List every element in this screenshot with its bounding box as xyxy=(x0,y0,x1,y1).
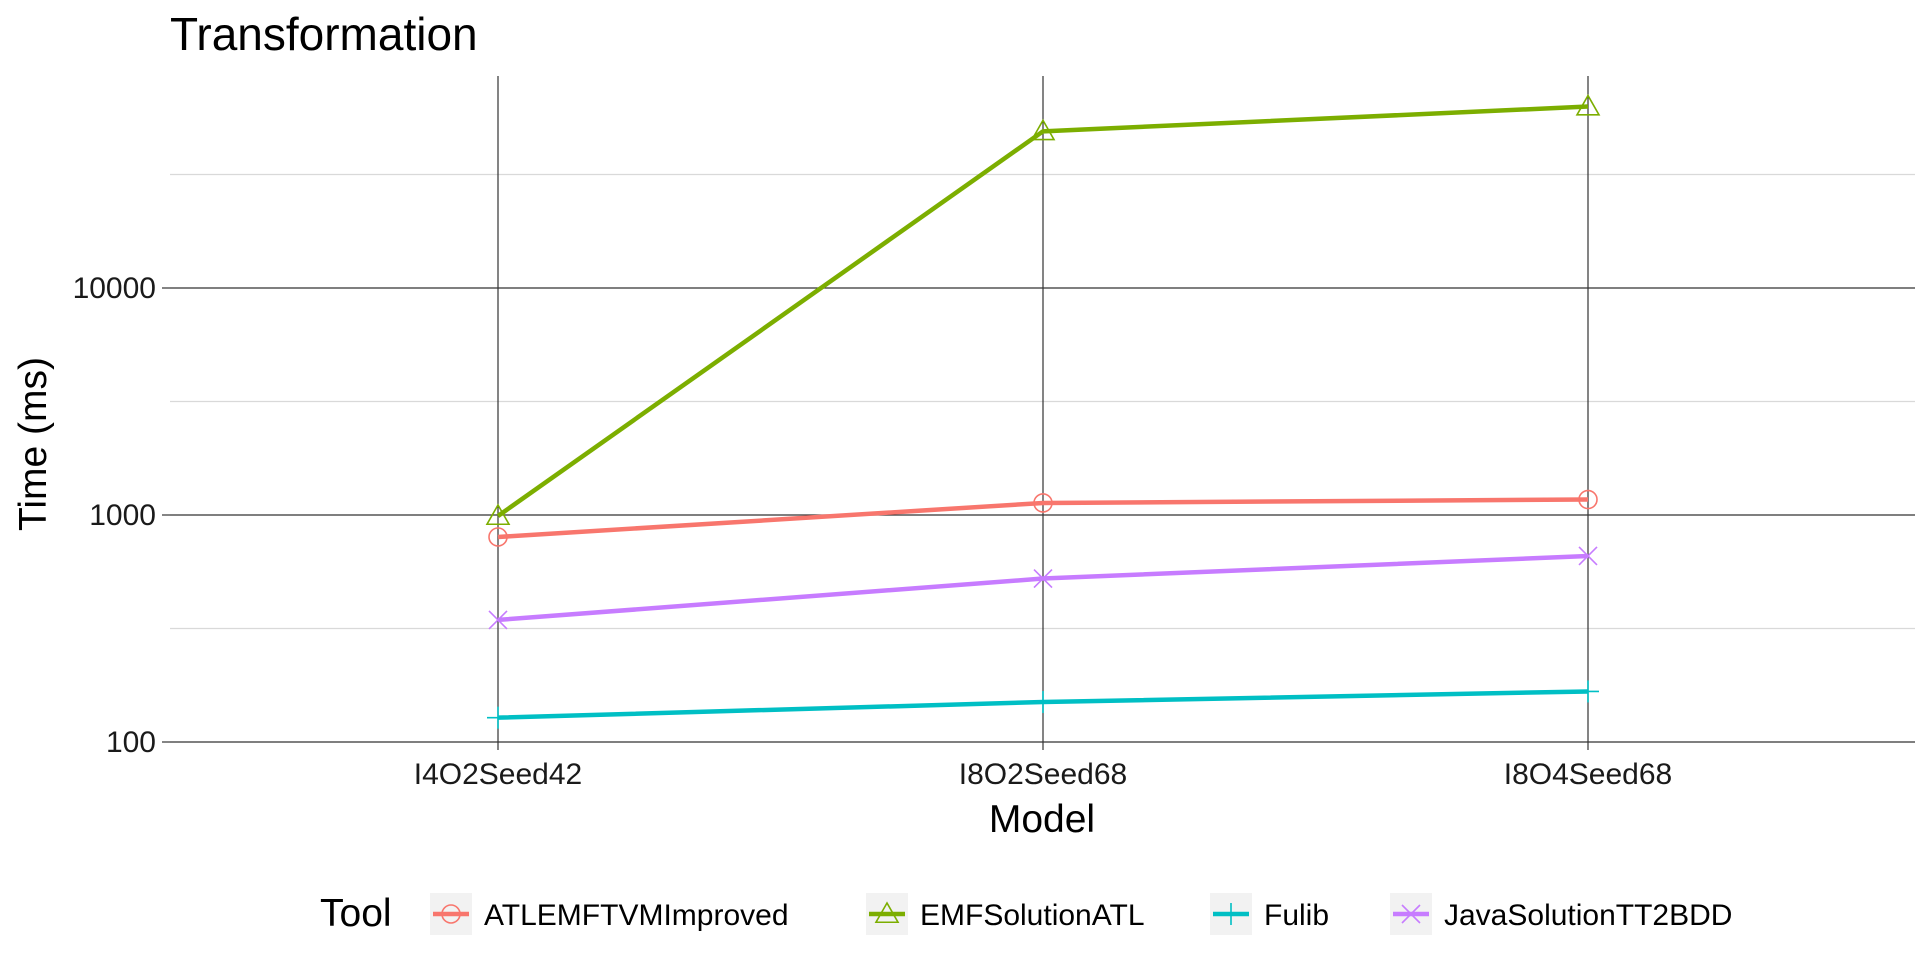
legend-key-marker xyxy=(1220,903,1242,925)
x-tick-label: I8O2Seed68 xyxy=(959,758,1127,791)
series-point xyxy=(1033,568,1053,589)
series-point xyxy=(1575,93,1601,116)
series-point xyxy=(1033,493,1053,513)
triangle-marker-shape xyxy=(485,503,511,526)
circle-marker-shape xyxy=(441,904,461,924)
y-tick-label: 10000 xyxy=(73,272,156,305)
circle-marker-shape xyxy=(488,527,508,547)
series-point xyxy=(487,706,509,729)
series-line xyxy=(496,104,1589,518)
cross-marker-b xyxy=(1033,568,1053,589)
series-point xyxy=(488,527,508,547)
series-line xyxy=(497,497,1589,540)
series-point xyxy=(1577,680,1599,703)
series-point xyxy=(1578,546,1598,566)
series-point xyxy=(1032,691,1054,714)
legend-label: EMFSolutionATL xyxy=(920,899,1145,932)
cross-marker-b xyxy=(488,610,508,630)
legend-label: JavaSolutionTT2BDD xyxy=(1444,899,1732,932)
legend-label: ATLEMFTVMImproved xyxy=(484,899,789,932)
legend-key-marker xyxy=(441,904,461,924)
x-tick-label: I4O2Seed42 xyxy=(414,758,582,791)
y-axis: 100 1000 10000 xyxy=(73,272,170,759)
legend-label: Fulib xyxy=(1264,899,1329,932)
y-tick-label: 1000 xyxy=(89,499,156,532)
circle-marker-shape xyxy=(1578,489,1598,510)
y-tick-label: 100 xyxy=(106,726,156,759)
legend-key-marker xyxy=(1401,904,1421,924)
series-point xyxy=(1030,118,1056,141)
legend: Tool ATLEMFTVMImproved EMFSolutionATL Fuli… xyxy=(320,892,1732,935)
series-point xyxy=(488,610,508,630)
series-point xyxy=(485,503,511,526)
triangle-marker-shape xyxy=(1030,118,1056,141)
series-point xyxy=(1578,489,1598,510)
triangle-marker-shape xyxy=(874,901,900,924)
x-axis: I4O2Seed42 I8O2Seed68 I8O4Seed68 xyxy=(414,742,1672,791)
legend-key-marker xyxy=(874,901,900,924)
y-axis-title: Time (ms) xyxy=(12,357,55,531)
cross-marker-b xyxy=(1578,546,1598,566)
circle-marker-shape xyxy=(1033,493,1053,513)
series-layer xyxy=(485,93,1601,729)
legend-title: Tool xyxy=(320,892,392,935)
x-tick-label: I8O4Seed68 xyxy=(1504,758,1672,791)
x-axis-title: Model xyxy=(989,798,1095,841)
grid xyxy=(170,76,1915,743)
chart-title: Transformation xyxy=(170,8,478,60)
cross-marker-b xyxy=(1401,904,1421,924)
triangle-marker-shape xyxy=(1575,93,1601,116)
